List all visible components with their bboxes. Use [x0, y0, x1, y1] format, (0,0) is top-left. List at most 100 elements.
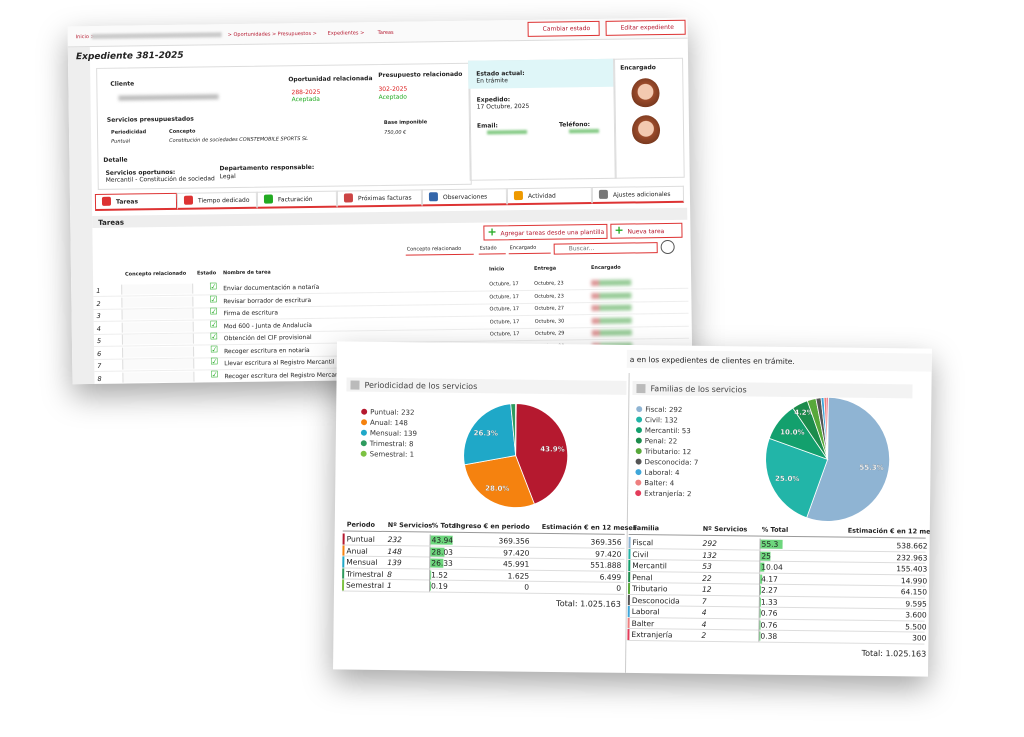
legend-swatch: [361, 408, 368, 415]
link: 302-2025: [378, 85, 408, 94]
legend-swatch: [635, 490, 642, 497]
col-header: Inicio: [488, 266, 505, 273]
row-number: 8: [97, 374, 102, 383]
legend-label: Fiscal: 292: [645, 406, 682, 414]
cell: Puntual: [111, 138, 131, 145]
cell: 2.27: [760, 585, 778, 595]
checkbox: ☑: [210, 357, 219, 368]
filter[interactable]: Estado: [478, 244, 506, 255]
task-name: Recoger escritura del Registro Mercantil: [224, 371, 345, 380]
legend-swatch: [360, 440, 367, 447]
slice-label: 10.0%: [780, 428, 804, 436]
cell: Civil: [632, 549, 649, 559]
col-header: Estimación € en 12 meses: [847, 526, 932, 536]
cell: Mercantil: [632, 561, 667, 571]
state-issued: 17 Octubre, 2025: [476, 102, 530, 111]
search[interactable]: Buscar...: [553, 242, 658, 255]
legend-swatch: [360, 450, 367, 457]
breadcrumb-item: > Oportunidades >: [227, 31, 277, 39]
tab-label: Tiempo dedicado: [197, 196, 250, 205]
legend-swatch: [635, 427, 642, 434]
col-header: Nº Servicios: [387, 521, 433, 530]
row-color: [627, 594, 630, 605]
cell: 97.420: [503, 547, 530, 558]
cell: 1.52: [431, 570, 448, 580]
row-color: [627, 617, 630, 628]
cell: 155.403: [896, 564, 928, 574]
row-color: [342, 567, 345, 579]
tab-icon: [101, 196, 112, 206]
tab[interactable]: Facturación: [256, 190, 338, 209]
cell: Penal: [632, 572, 653, 582]
search-placeholder: Buscar...: [568, 245, 595, 253]
concept-cell: [121, 296, 194, 308]
filter[interactable]: Concepto relacionado: [405, 244, 474, 256]
cell: 369.356: [590, 537, 622, 547]
pie-slice: [463, 403, 517, 466]
assignee-blur: [591, 279, 632, 287]
cell: 0.38: [760, 631, 778, 641]
button-label: Cambiar estado: [542, 25, 591, 33]
cell: 0.76: [760, 620, 778, 630]
action-button[interactable]: Cambiar estado: [527, 20, 600, 37]
col-header: Base imponible: [383, 119, 428, 126]
checkbox: ☑: [210, 369, 219, 380]
tab[interactable]: Tiempo dedicado: [176, 191, 258, 210]
cell: 22: [702, 573, 712, 583]
concept-cell: [121, 283, 194, 295]
cell: 7: [701, 596, 707, 606]
cell: Extranjería: [631, 629, 673, 640]
legend-label: Mercantil: 53: [645, 427, 691, 436]
tab[interactable]: Actividad: [506, 187, 593, 206]
plus-icon: +: [614, 223, 624, 237]
cell: 0: [524, 582, 530, 592]
legend-label: Puntual: 232: [370, 408, 414, 417]
col-header: Ingreso € en periodo: [453, 521, 530, 531]
cell: 292: [702, 538, 717, 549]
due-date: Octubre, 30: [534, 317, 565, 325]
tab[interactable]: Próximas facturas: [336, 189, 423, 208]
cell: 14.990: [900, 575, 928, 586]
cell: 300: [912, 633, 927, 643]
start-date: Octubre, 17: [489, 281, 519, 288]
cell: 0.19: [430, 581, 448, 591]
col-header: % Total: [761, 525, 789, 534]
state-email_label: Email:: [476, 122, 498, 130]
due-date: Octubre, 27: [534, 305, 565, 312]
legend-swatch: [635, 448, 642, 455]
tab-icon: [263, 194, 274, 204]
tab[interactable]: Tareas: [94, 192, 178, 211]
filter[interactable]: Encargado: [508, 243, 551, 255]
task-button[interactable]: + Nueva tarea: [610, 222, 683, 239]
start-date: Octubre, 17: [489, 331, 520, 338]
cell: 1.625: [507, 570, 530, 581]
cell: Tributario: [631, 584, 668, 594]
cell: Trimestral: [346, 569, 384, 579]
cell: 10.04: [761, 562, 783, 572]
row-color: [627, 605, 630, 617]
concept-cell: [121, 321, 194, 333]
legend-label: Desconocida: 7: [645, 458, 699, 467]
total: Total: 1.025.163: [861, 648, 927, 659]
cell: 2: [701, 630, 707, 640]
cell: Mensual: [346, 557, 378, 567]
checkbox: ☑: [209, 307, 218, 318]
due-date: Octubre, 23: [534, 292, 564, 300]
col-header: Estimación € en 12 meses: [541, 522, 637, 533]
action-button[interactable]: Editar expediente: [605, 19, 686, 36]
col-header: Concepto relacionado: [124, 270, 187, 278]
legend-swatch: [635, 479, 642, 486]
cell: 232.963: [896, 552, 928, 563]
section-title: Tareas: [98, 218, 125, 227]
legend-label: Semestral: 1: [370, 450, 415, 459]
concept-cell: [122, 371, 195, 383]
due-date: Octubre, 23: [534, 280, 564, 287]
header-square: [636, 384, 646, 394]
cell: 132: [702, 550, 717, 560]
cell: 25: [761, 551, 772, 561]
tab[interactable]: Ajustes adicionales: [591, 185, 685, 205]
tab[interactable]: Observaciones: [421, 188, 508, 207]
row-color: [342, 533, 345, 544]
task-button[interactable]: + Agregar tareas desde una plantilla: [483, 223, 608, 241]
row-color: [342, 556, 345, 567]
